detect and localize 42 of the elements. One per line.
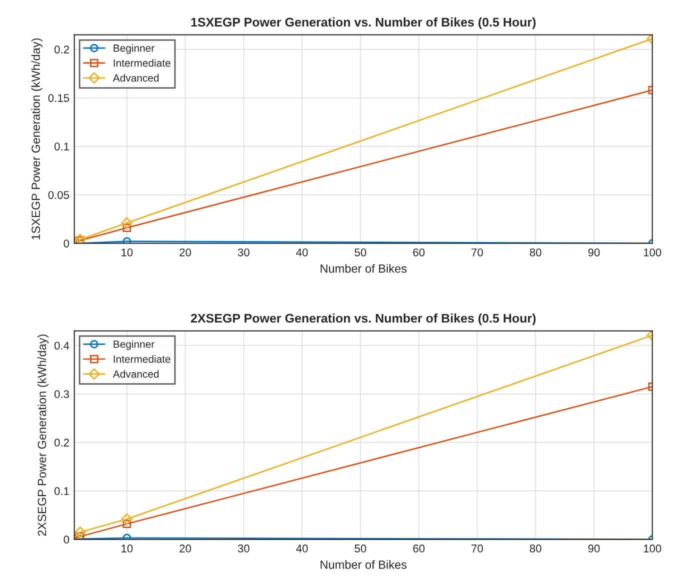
- y-tick-label: 0.4: [54, 342, 70, 350]
- y-axis-title: 2XSEGP Power Generation (kWh/day): [37, 334, 48, 536]
- y-tick-label: 0.1: [54, 487, 69, 496]
- x-tick-label: 70: [472, 544, 483, 552]
- x-tick-label: 10: [122, 544, 133, 552]
- x-tick-label: 100: [644, 248, 662, 256]
- y-tick-label: 0: [64, 536, 70, 544]
- x-tick-label: 50: [354, 544, 366, 552]
- x-tick-label: 60: [413, 544, 425, 552]
- x-tick-label: 30: [238, 544, 250, 552]
- x-tick-label: 80: [530, 544, 542, 552]
- x-tick-label: 80: [530, 248, 542, 256]
- x-tick-label: 10: [122, 248, 133, 256]
- x-tick-label: 100: [644, 544, 662, 552]
- y-tick-label: 0.2: [54, 46, 69, 54]
- y-tick-label: 0.3: [54, 390, 70, 398]
- y-tick-label: 0: [64, 240, 70, 248]
- x-axis-title: Number of Bikes: [320, 264, 407, 273]
- legend-label: Intermediate: [114, 59, 170, 67]
- y-tick-label: 0.2: [54, 438, 69, 447]
- x-tick-label: 60: [413, 248, 425, 256]
- x-tick-label: 70: [472, 248, 483, 256]
- x-tick-label: 40: [296, 248, 308, 256]
- y-tick-label: 0.05: [48, 191, 70, 199]
- x-tick-label: 40: [296, 544, 308, 552]
- y-tick-label: 0.1: [54, 142, 69, 150]
- x-tick-label: 30: [238, 248, 250, 256]
- legend-label: Advanced: [112, 370, 159, 378]
- legend-label: Beginner: [114, 340, 154, 350]
- x-axis-title: Number of Bikes: [320, 560, 407, 569]
- y-axis-title: 1SXEGP Power Generation (kWh/day): [31, 38, 42, 240]
- chart-title: 2XSEGP Power Generation vs. Number of Bikes (0.5 Hour): [190, 313, 536, 326]
- chart-title: 1SXEGP Power Generation vs. Number of Bikes (0.5 Hour): [191, 17, 536, 30]
- x-tick-label: 20: [180, 248, 192, 256]
- x-tick-label: 90: [588, 544, 600, 552]
- legend-label: Beginner: [114, 44, 154, 54]
- y-tick-label: 0.15: [48, 94, 70, 102]
- x-tick-label: 20: [180, 544, 192, 552]
- x-tick-label: 90: [588, 248, 600, 256]
- legend-label: Advanced: [112, 74, 159, 82]
- x-tick-label: 50: [354, 248, 366, 256]
- legend-label: Intermediate: [114, 355, 170, 363]
